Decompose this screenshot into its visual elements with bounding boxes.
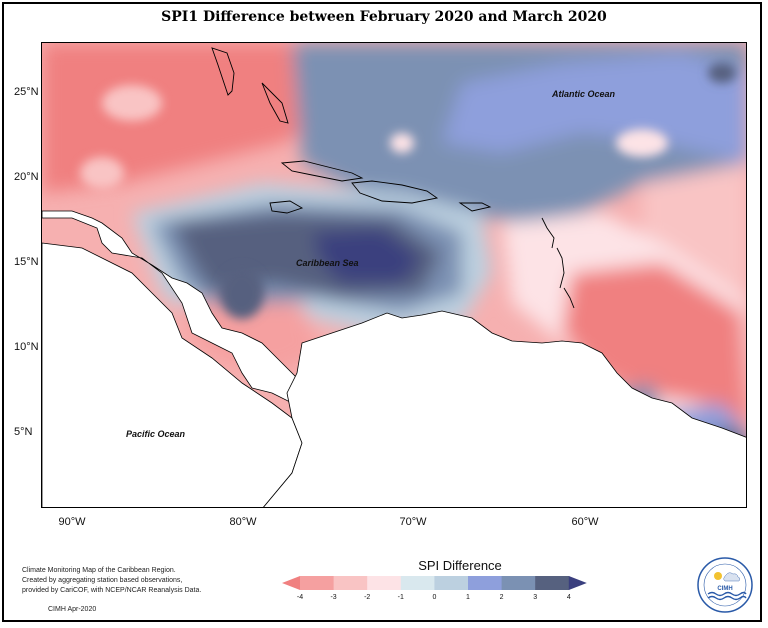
- legend-tick-label: 3: [533, 594, 538, 601]
- legend-tick-label: -4: [296, 594, 304, 601]
- lat-label-5n: 5°N: [14, 426, 33, 438]
- colorbar-segment: [535, 576, 570, 590]
- spi-detail: [80, 63, 736, 319]
- legend-title: SPI Difference: [418, 558, 502, 573]
- colorbar-segment: [300, 576, 335, 590]
- date-stamp: CIMH Apr-2020: [48, 606, 97, 613]
- color-bar: [282, 576, 587, 590]
- colorbar-segment: [468, 576, 503, 590]
- legend-tick-label: 1: [466, 594, 470, 601]
- lat-label-25n: 25°N: [14, 86, 39, 98]
- legend-tick-label: 4: [566, 594, 571, 601]
- lon-label-90w: 90°W: [58, 516, 86, 528]
- colorbar-segment: [434, 576, 469, 590]
- legend-tick-label: 0: [432, 594, 437, 601]
- legend-tick-label: -1: [397, 594, 404, 601]
- pacific-ocean-label: Pacific Ocean: [126, 429, 186, 439]
- legend-tick-label: -2: [364, 594, 371, 601]
- colorbar-segment: [367, 576, 402, 590]
- credits-line-1: Climate Monitoring Map of the Caribbean …: [22, 567, 176, 574]
- colorbar-segment: [501, 576, 536, 590]
- legend-tick-label: -3: [330, 594, 337, 601]
- logo-text: CIMH: [717, 586, 732, 592]
- credits-line-3: provided by CariCOF, with NCEP/NCAR Rean…: [22, 587, 202, 594]
- land: [42, 210, 746, 507]
- lat-label-10n: 10°N: [14, 341, 39, 353]
- map-title: SPI1 Difference between February 2020 an…: [161, 9, 607, 25]
- spi-difference-map: Atlantic Ocean Caribbean Sea Pacific Oce…: [41, 42, 747, 508]
- lon-label-60w: 60°W: [571, 516, 599, 528]
- colorbar-segment: [282, 576, 300, 590]
- lat-label-15n: 15°N: [14, 256, 39, 268]
- colorbar-segment: [333, 576, 368, 590]
- islands: [211, 47, 575, 309]
- legend-tick-label: 2: [499, 594, 504, 601]
- lon-label-80w: 80°W: [229, 516, 257, 528]
- colorbar-segment: [568, 576, 587, 590]
- map-credits: Climate Monitoring Map of the Caribbean …: [22, 566, 222, 596]
- atlantic-ocean-label: Atlantic Ocean: [552, 89, 616, 99]
- cimh-logo-icon: CIMH: [697, 557, 753, 613]
- lat-label-20n: 20°N: [14, 171, 39, 183]
- lon-label-70w: 70°W: [399, 516, 427, 528]
- map-canvas: [42, 43, 746, 507]
- credits-line-2: Created by aggregating station based obs…: [22, 577, 183, 584]
- colorbar-segment: [400, 576, 435, 590]
- caribbean-sea-label: Caribbean Sea: [296, 258, 359, 268]
